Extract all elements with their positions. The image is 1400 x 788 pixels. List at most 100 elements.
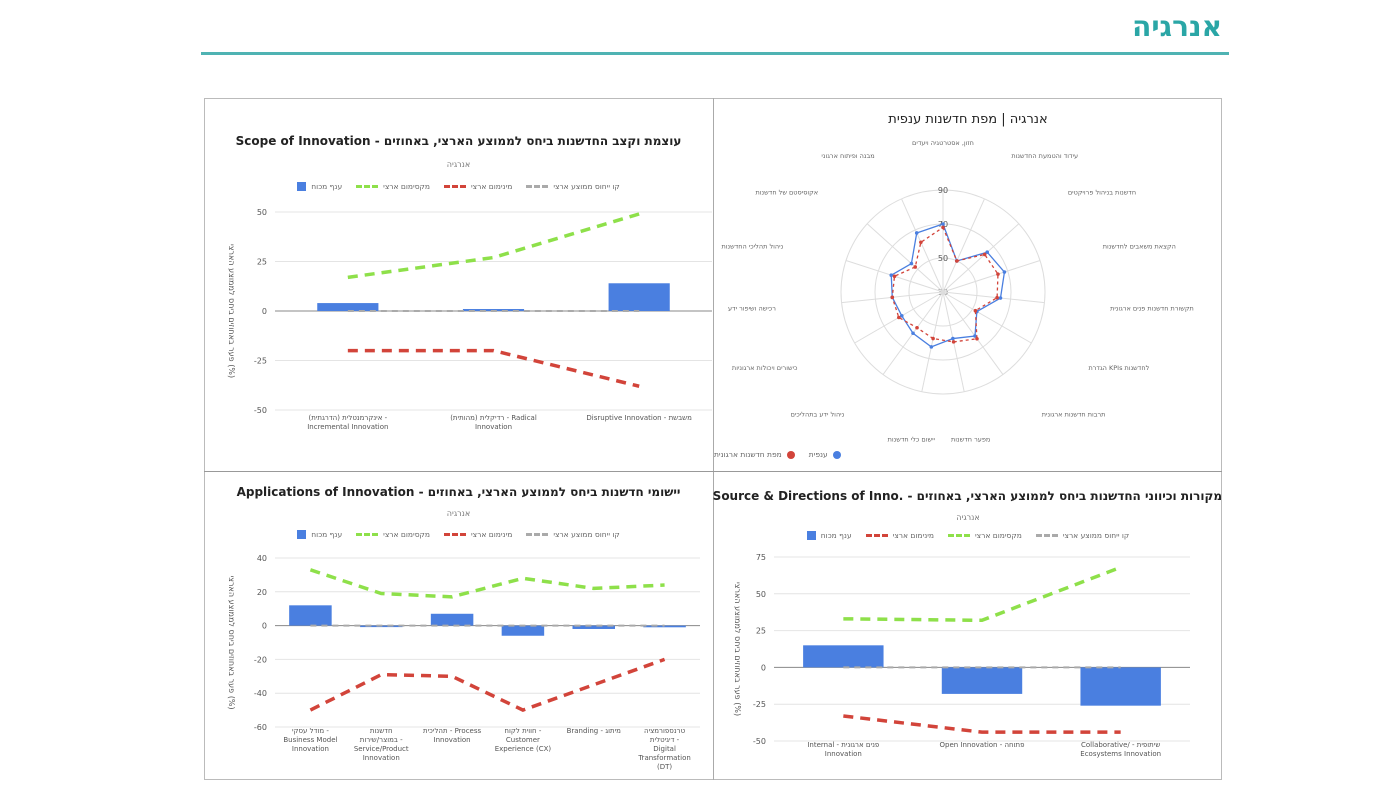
x-category-label: מודל עסקי -Business Model Innovation [283,727,337,753]
x-category-line: מודל עסקי - [292,727,329,735]
x-category-line: Internal - פנים ארגונית [807,741,879,749]
x-category-label: תהליכית - Process Innovation [423,727,481,744]
radar-spoke [866,223,944,293]
y-tick-label: -50 [254,406,267,415]
y-tick-label: 25 [257,258,267,267]
radar-spoke [942,291,1032,344]
y-axis-label: פער באחוזים ביחס לממוצע הארצי (%) [227,575,236,709]
chart-legend: קו ייחוס ממוצע ארצי מינימום ארצי מקסימום… [204,530,713,539]
series-line-max [347,212,640,280]
radar-point [892,274,897,279]
x-category-line: Incremental Innovation [307,423,388,431]
x-category-label: אינקרמנטלית (הדרגתית) -Incremental Innov… [307,414,388,431]
radar-point [890,295,895,300]
applications-chart-panel: יישומי חדשנות ביחס לממוצע הארצי, באחוזים… [204,471,713,780]
y-tick-label: 0 [262,622,267,631]
x-category-line: חווית לקוח - [504,727,541,735]
legend-max: מקסימום ארצי [356,530,430,539]
x-category-line: Open Innovation - פתוחה [940,741,1025,749]
radar-spoke [942,291,1045,304]
x-category-line: Experience (CX) [495,745,552,753]
x-category-line: חדשנות [370,727,393,735]
x-category-line: Transformation [637,754,691,762]
legend-branch: ענף מכוח [297,182,342,191]
series-line-min [843,714,1121,734]
x-category-line: Innovation [475,423,512,431]
y-tick-label: 50 [756,590,766,599]
x-category-line: Innovation [825,750,862,758]
horizontal-divider [204,471,1222,472]
x-category-label: Collaborative/ - שיתופית Ecosystems Innov… [1080,741,1161,758]
bar [317,303,379,311]
x-category-line: Ecosystems Innovation [1080,750,1161,758]
y-axis-label: פער באחוזים ביחס לממוצע הארצי (%) [227,244,236,378]
radar-axis-label: כישורים ויכולות ארגוניות [732,364,798,372]
chart-legend: קו ייחוס ממוצע ארצי מקסימום ארצי מינימום… [714,531,1222,540]
bar [430,613,474,626]
radar-axis-label: אקוסיסטם של חדשנות [756,189,819,197]
x-category-line: Disruptive Innovation - משבשת [586,414,692,422]
legend-max: מקסימום ארצי [947,531,1022,540]
radar-point [982,252,987,257]
series-line-max [309,568,665,599]
x-category-label: חווית לקוח -Customer Experience (CX) [495,727,552,753]
x-category-line: תהליכית - Process [423,727,481,735]
chart-subtitle: אנרגיה [446,160,471,169]
legend-min: מינימום ארצי [865,531,934,540]
x-category-line: Collaborative/ - שיתופית [1081,741,1160,749]
radar-axis-label: חזון, אסטרטגיה ויעדים [912,139,974,147]
x-category-line: Business Model [283,736,337,744]
applications-chart-svg: 40 20 0 -20 -40 -60 פער באחוזים ביחס לממוצע הא… [227,554,700,771]
legend-avg: קו ייחוס ממוצע ארצי [1035,531,1129,540]
radar-axis-label: הגדרת KPIs לחדשנות [1088,364,1149,372]
radar-point [889,273,894,277]
chart-subtitle: אנרגיה [446,509,471,518]
x-category-line: Service/Product [354,745,409,753]
series-line-min [347,348,640,388]
radar-spoke [921,291,944,392]
radar-point [975,336,979,341]
radar-axis-label: יישום כלי חדשנות [888,436,936,444]
x-category-line: (DT) [657,763,672,771]
radar-series-org [891,226,999,343]
y-tick-label: 75 [756,553,766,562]
chart-title: עוצמת וקצב החדשנות ביחס לממוצע הארצי, בא… [235,134,682,148]
radar-axis-label: ניהול ידע בתהליכים [791,410,845,418]
series-line-min [309,657,666,712]
legend-avg: קו ייחוס ממוצע ארצי [526,182,620,191]
radar-axis-label: תרבות חדשנות ארגונית [1042,410,1106,418]
radar-spoke [942,260,1041,293]
radar-point [909,261,914,266]
x-category-line: טרנספורמציה [644,727,686,735]
y-tick-label: -20 [254,655,267,664]
radar-axis-label: רכישה ושיפור ידע [728,305,776,313]
radar-axis-label: מבנה ופיתוח ארגוני [821,152,874,160]
radar-point [911,331,915,336]
radar-point [985,250,990,254]
x-category-label: חדשנות במוצר/שירות -Service/Product Innova… [354,727,409,762]
x-category-line: Customer [506,736,540,744]
radar-point [929,345,934,349]
radar-point [919,240,923,245]
radar-point [941,222,945,226]
radar-point [955,259,959,263]
radar-point [915,325,919,330]
y-tick-label: -25 [254,357,267,366]
legend-branch: ענף מכוח [297,530,342,539]
x-category-line: Innovation [363,754,400,762]
radar-point [995,295,999,300]
chart-legend: קו ייחוס ממוצע ארצי מינימום ארצי מקסימום… [204,182,713,191]
radar-point [951,340,956,344]
vertical-divider [713,98,714,780]
radar-point [913,265,918,269]
chart-subtitle: אנרגיה [956,513,980,522]
radar-point [973,334,977,338]
x-category-line: Innovation [292,745,329,753]
y-tick-label: 0 [262,307,267,316]
y-tick-label: 0 [761,663,766,672]
radar-axis-label: עידוד והטמעת החדשנות [1011,152,1078,160]
y-tick-label: 50 [257,208,267,217]
radar-point [941,225,945,230]
x-category-line: אינקרמנטלית (הדרגתית) - [309,414,388,422]
